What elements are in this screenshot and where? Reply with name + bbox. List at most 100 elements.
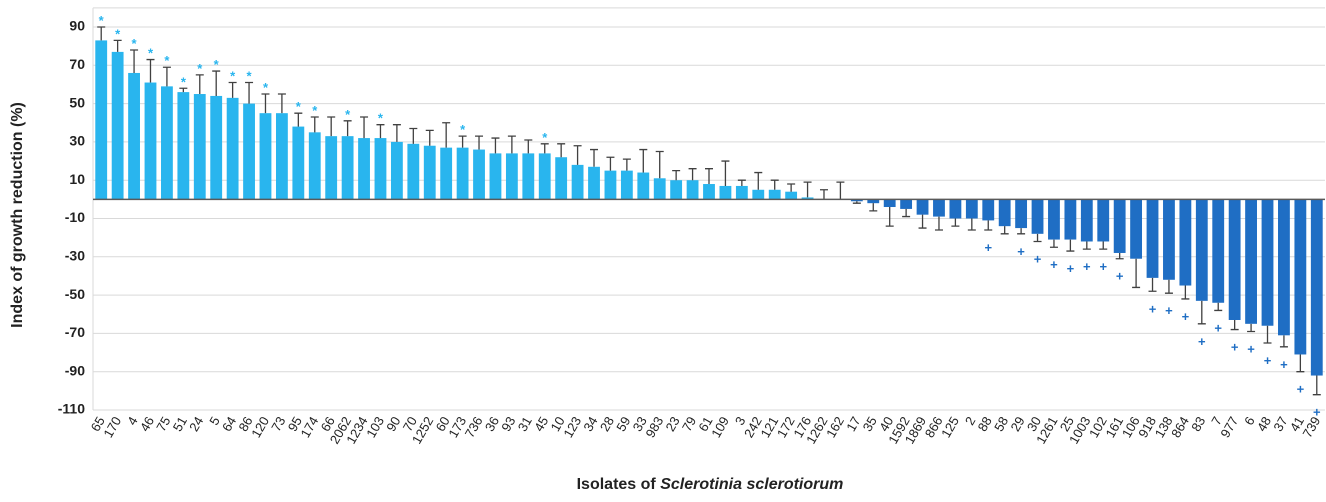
y-tick-label: 50 [69, 94, 85, 110]
x-tick-label: 17 [843, 414, 863, 434]
x-tick-label: 48 [1254, 414, 1274, 434]
bar [473, 149, 485, 200]
significance-marker: * [378, 111, 384, 126]
bar [850, 199, 863, 202]
significance-marker: * [181, 74, 187, 89]
x-tick-label: 125 [938, 414, 962, 440]
bar [325, 136, 338, 200]
error-bar [984, 220, 993, 231]
significance-marker: * [164, 53, 170, 68]
x-tick-label: 79 [679, 414, 699, 434]
bar [275, 113, 288, 200]
error-bar [524, 139, 533, 154]
bar [1261, 199, 1274, 326]
error-bar [803, 181, 812, 198]
x-tick-label: 170 [100, 414, 124, 440]
error-bar [507, 135, 516, 154]
x-tick-label: 73 [268, 414, 288, 434]
error-bar [787, 183, 796, 192]
error-bar [1279, 335, 1288, 348]
error-bar [1148, 277, 1157, 292]
bar [128, 72, 140, 200]
x-tick-label: 977 [1217, 414, 1241, 440]
y-tick-label: 30 [69, 133, 85, 149]
x-tick-label: 10 [548, 414, 568, 434]
error-bar [557, 143, 566, 158]
error-bar [195, 74, 204, 95]
error-bar [1312, 375, 1321, 396]
error-bar [1263, 325, 1272, 344]
error-bar [869, 203, 878, 212]
error-bar [228, 81, 237, 98]
error-bar [392, 124, 401, 142]
significance-marker: + [1182, 309, 1190, 324]
error-bar [458, 135, 467, 148]
significance-marker: * [542, 130, 548, 145]
error-bar [1214, 302, 1223, 312]
error-bar [573, 145, 582, 165]
error-bar [245, 81, 254, 104]
bar [588, 166, 600, 200]
y-axis-title: Index of growth reduction (%) [9, 102, 26, 328]
bar [193, 94, 206, 200]
bar [1130, 199, 1143, 259]
x-axis-title-italic: Sclerotinia sclerotiorum [660, 476, 843, 493]
x-tick-label: 60 [433, 414, 453, 434]
error-bar [162, 66, 171, 87]
error-bar [409, 127, 418, 144]
bar [965, 199, 978, 219]
x-axis-title: Isolates of Sclerotinia sclerotiorum [577, 476, 844, 493]
significance-marker: + [1017, 244, 1025, 259]
y-tick-label: 10 [69, 171, 85, 187]
bar [1113, 199, 1126, 253]
error-bar [179, 87, 188, 93]
error-bar [1115, 252, 1124, 260]
x-tick-label: 28 [597, 414, 617, 434]
significance-marker: + [1116, 269, 1124, 284]
significance-marker: * [296, 99, 302, 114]
error-bar [754, 171, 763, 190]
bar [341, 136, 354, 200]
bar [358, 138, 370, 200]
bar [982, 199, 995, 221]
error-bar [918, 214, 927, 229]
x-tick-label: 61 [695, 414, 715, 434]
significance-marker: * [345, 107, 351, 122]
x-tick-label: 88 [975, 414, 995, 434]
x-tick-label: 33 [630, 414, 650, 434]
bar [144, 82, 157, 200]
significance-marker: + [1198, 334, 1206, 349]
x-tick-label: 45 [531, 414, 551, 434]
significance-marker: * [460, 122, 466, 137]
bar [998, 199, 1011, 227]
error-bar [1099, 241, 1108, 250]
x-tick-label: 64 [219, 414, 239, 434]
bar [308, 132, 321, 200]
bar [604, 170, 617, 200]
significance-marker: * [197, 61, 203, 76]
significance-marker: * [312, 103, 318, 118]
error-bar [1000, 226, 1009, 235]
bar [900, 199, 913, 209]
significance-marker: + [1083, 259, 1091, 274]
y-tick-label: -10 [65, 209, 85, 225]
x-tick-label: 65 [88, 414, 108, 434]
error-bar [770, 179, 779, 190]
bar [177, 92, 190, 200]
bar [538, 153, 551, 200]
bar [1310, 199, 1323, 376]
x-tick-label: 58 [991, 414, 1011, 434]
bar [801, 197, 814, 200]
error-bar [1132, 258, 1141, 289]
error-bar [902, 208, 911, 218]
significance-marker: + [1313, 405, 1321, 420]
error-bar [606, 156, 615, 171]
significance-marker: + [1231, 340, 1239, 355]
x-tick-label: 95 [285, 414, 305, 434]
error-bar [672, 169, 681, 181]
bar [1080, 199, 1093, 242]
bar [768, 189, 781, 200]
bar [1179, 199, 1192, 286]
bar [1294, 199, 1307, 355]
